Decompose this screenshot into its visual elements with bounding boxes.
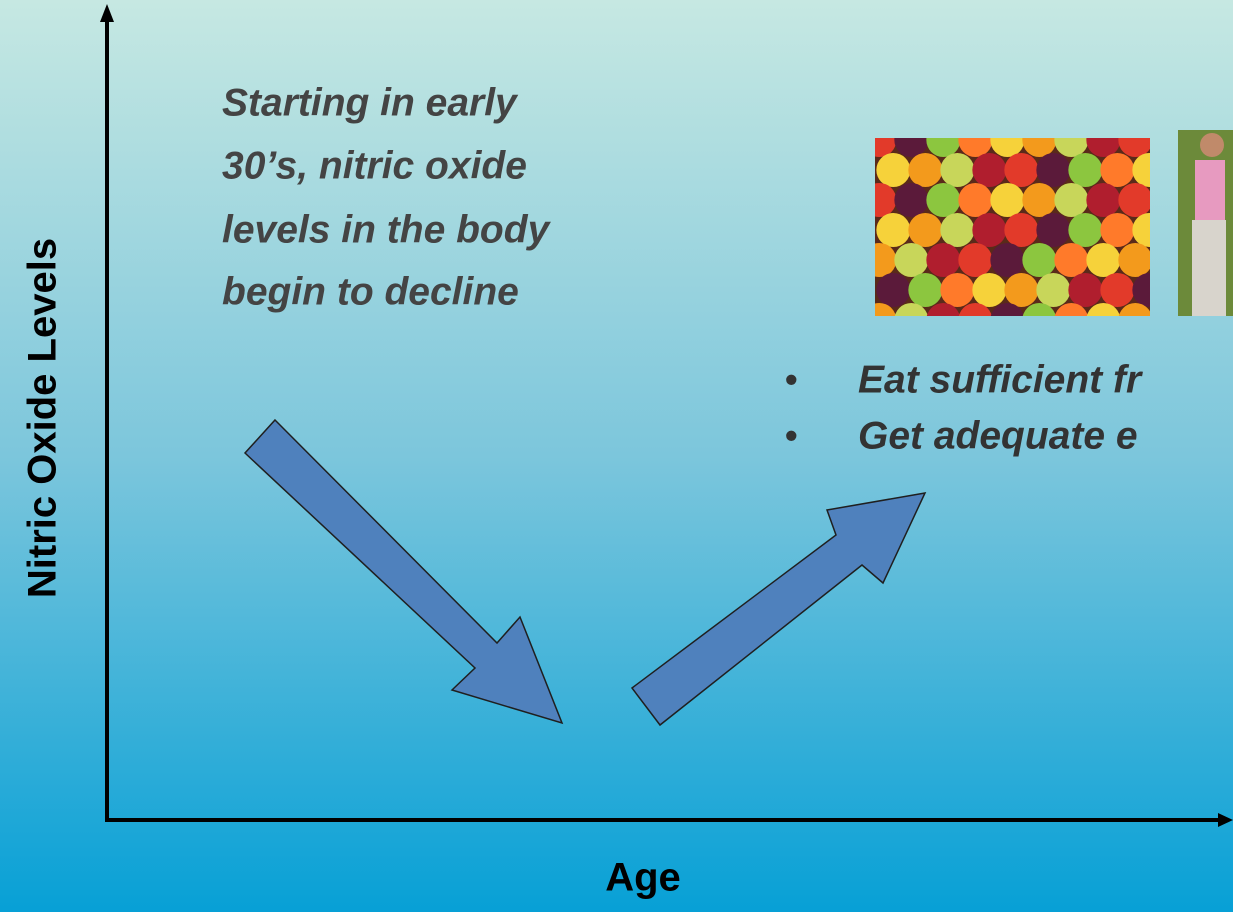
fruit [990,183,1025,217]
fruit [940,153,975,187]
x-axis-arrow [1218,813,1233,827]
fruit [875,303,896,316]
fruit [1068,153,1103,187]
fruit [875,243,897,277]
fruit [894,183,929,217]
fruit [1132,273,1150,307]
fruit [1118,243,1150,277]
fruit-image [875,138,1150,316]
fruit [1022,303,1056,316]
fruit [1118,303,1150,316]
bullet-text: Get adequate e [858,414,1138,457]
fruit [1036,213,1071,247]
fruit [1004,153,1039,187]
fruit [908,213,943,247]
fruit [875,183,897,217]
runner-image [1178,130,1233,316]
fruit [1004,213,1039,247]
fruit [1118,183,1150,217]
fruit [894,243,929,277]
fruit [972,273,1007,307]
rise-arrow [630,492,927,727]
runner-shirt [1195,160,1225,220]
fruit [875,138,897,157]
fruit [1118,138,1150,157]
x-axis-label: Age [605,856,681,900]
fruit [876,153,911,187]
decline-arrow [243,418,564,725]
fruit [958,303,992,316]
fruit [940,273,975,307]
fruit [894,138,929,157]
fruit [926,138,961,157]
decline-text-line: 30’s, nitric oxide [222,144,527,187]
fruit [1054,138,1089,157]
fruit [958,138,993,157]
y-axis-label: Nitric Oxide Levels [21,238,65,598]
fruit [972,153,1007,187]
fruit [894,303,928,316]
fruit [1054,303,1088,316]
fruit [1132,213,1150,247]
fruit [926,243,961,277]
fruit [958,183,993,217]
fruit [926,183,961,217]
fruit [1086,138,1121,157]
y-axis-arrow [100,4,114,22]
fruit [1068,273,1103,307]
fruit [1054,183,1089,217]
fruit [990,138,1025,157]
fruit [1022,138,1057,157]
fruit [908,273,943,307]
fruit [990,303,1024,316]
bullet-text: Eat sufficient fr [858,358,1143,401]
runner-pants [1192,220,1226,316]
fruit [1022,243,1057,277]
fruit [908,153,943,187]
bullet-dot: • [785,415,798,456]
decline-text-line: begin to decline [222,270,519,313]
fruit [1036,273,1071,307]
fruit [972,213,1007,247]
fruit [958,243,993,277]
runner-head [1200,133,1224,157]
fruit [1100,153,1135,187]
fruit [1022,183,1057,217]
fruit [990,243,1025,277]
fruit [1054,243,1089,277]
bullet-dot: • [785,359,798,400]
fruit [876,273,911,307]
fruit [940,213,975,247]
fruit [1100,273,1135,307]
decline-text-line: Starting in early [222,81,519,124]
fruit [1100,213,1135,247]
fruit [1068,213,1103,247]
fruit [1086,303,1120,316]
fruit [1086,183,1121,217]
fruit [926,303,960,316]
fruit [1132,153,1150,187]
fruit [1036,153,1071,187]
fruit [876,213,911,247]
fruit [1004,273,1039,307]
fruit [1086,243,1121,277]
decline-text-line: levels in the body [222,208,552,251]
